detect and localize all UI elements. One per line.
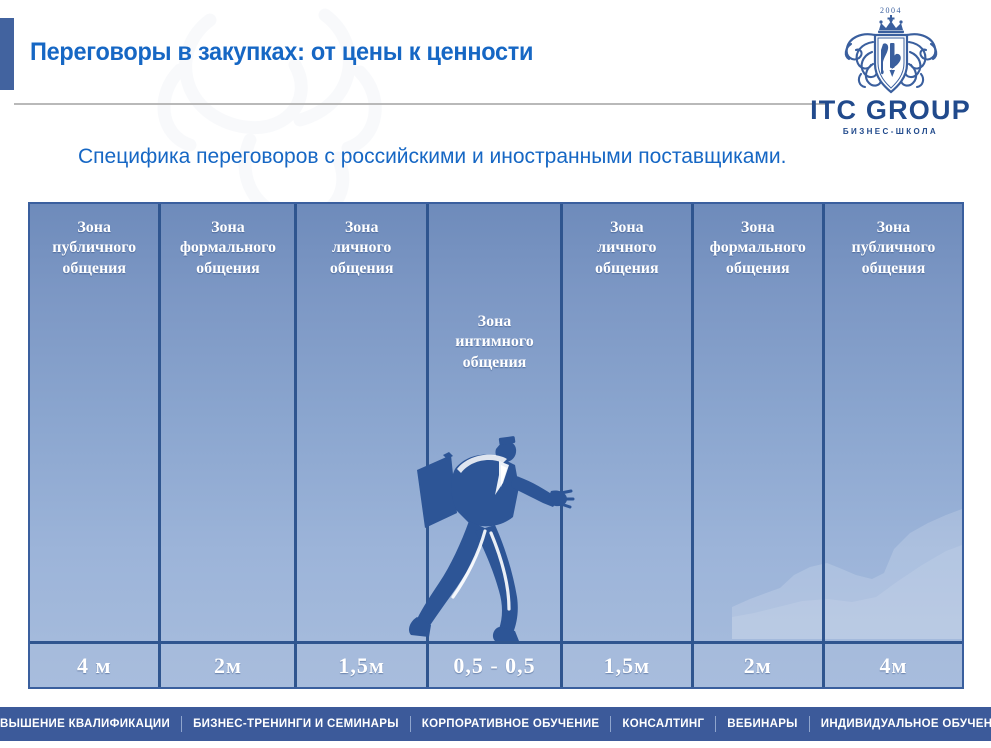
distance-cell: 1,5м xyxy=(297,644,429,687)
zone-label-line2: личного xyxy=(332,239,392,257)
zone-label-line3: общения xyxy=(861,259,926,277)
zone-column-personal-left[interactable]: Зона личного общения xyxy=(297,204,429,645)
zone-label-line1: Зона xyxy=(211,219,245,236)
communication-zones-diagram: Зона публичного общения Зона формального… xyxy=(28,202,964,689)
logo-subtitle: БИЗНЕС-ШКОЛА xyxy=(842,127,939,136)
zone-label-line2: публичного xyxy=(851,239,936,257)
footer-nav: ПОВЫШЕНИЕ КВАЛИФИКАЦИИ БИЗНЕС-ТРЕНИНГИ И… xyxy=(0,707,991,741)
zone-label-line1: Зона xyxy=(876,219,911,236)
header-divider-rule xyxy=(14,103,826,105)
distance-cell: 0,5 - 0,5 xyxy=(429,644,564,687)
footer-bottom-strip xyxy=(0,741,991,748)
slide-subtitle: Специфика переговоров с российскими и ин… xyxy=(78,145,787,168)
zone-label-line1: Зона xyxy=(609,219,644,236)
zone-label: Зона формального общения xyxy=(161,218,294,279)
distance-cell: 4 м xyxy=(30,644,162,687)
zone-label: Зона публичного общения xyxy=(825,218,962,279)
zone-label-line2: интимного xyxy=(455,333,534,351)
zone-label: Зона личного общения xyxy=(563,218,690,279)
zone-label-line1: Зона xyxy=(344,219,379,236)
heraldic-shield-crest-icon: 2004 xyxy=(844,6,937,94)
distance-cell: 2м xyxy=(161,644,298,687)
zone-label-line2: формального xyxy=(179,239,277,257)
logo-wordmark: ITC GROUP xyxy=(810,95,971,125)
footer-item-consulting[interactable]: КОНСАЛТИНГ xyxy=(611,716,717,732)
zone-label-line2: публичного xyxy=(52,239,137,257)
zone-label: Зона формального общения xyxy=(694,218,822,279)
distance-cell: 1,5м xyxy=(563,644,694,687)
zone-column-formal-right[interactable]: Зона формального общения xyxy=(694,204,825,645)
zone-column-personal-right[interactable]: Зона личного общения xyxy=(563,204,694,645)
zone-label-line2: личного xyxy=(597,239,657,257)
title-accent-bar xyxy=(0,18,14,90)
distance-row: 4 м 2м 1,5м 0,5 - 0,5 1,5м 2м 4м xyxy=(30,641,962,687)
footer-item-webinars[interactable]: ВЕБИНАРЫ xyxy=(716,716,810,732)
footer-item-professional-development[interactable]: ПОВЫШЕНИЕ КВАЛИФИКАЦИИ xyxy=(0,716,183,732)
svg-text:2004: 2004 xyxy=(880,6,902,15)
zone-column-public-right[interactable]: Зона публичного общения xyxy=(825,204,962,645)
zone-label-line1: Зона xyxy=(477,313,512,330)
zone-label-line1: Зона xyxy=(740,219,775,236)
zone-column-formal-left[interactable]: Зона формального общения xyxy=(161,204,298,645)
zone-label: Зона личного общения xyxy=(297,218,425,279)
distance-cell: 2м xyxy=(694,644,825,687)
zone-column-intimate-center[interactable]: Зона интимного общения xyxy=(429,204,564,645)
zone-label: Зона интимного общения xyxy=(429,312,560,373)
page-title: Переговоры в закупках: от цены к ценност… xyxy=(30,38,534,66)
zone-column-public-left[interactable]: Зона публичного общения xyxy=(30,204,162,645)
footer-item-individual-training[interactable]: ИНДИВИДУАЛЬНОЕ ОБУЧЕНИЕ xyxy=(820,718,991,730)
zone-label-line3: общения xyxy=(462,353,527,371)
itc-group-logo[interactable]: 2004 xyxy=(808,4,973,136)
zone-label-line2: формального xyxy=(709,239,806,257)
slide-header: Переговоры в закупках: от цены к ценност… xyxy=(0,0,991,140)
zone-label-line3: общения xyxy=(594,259,659,277)
distance-cell: 4м xyxy=(879,652,908,678)
zone-label-line1: Зона xyxy=(77,219,112,236)
footer-item-corporate-training[interactable]: КОРПОРАТИВНОЕ ОБУЧЕНИЕ xyxy=(411,716,612,732)
zone-columns: Зона публичного общения Зона формального… xyxy=(30,204,962,645)
zone-label-line3: общения xyxy=(196,259,260,277)
zone-label-line3: общения xyxy=(62,259,127,277)
zone-label: Зона публичного общения xyxy=(30,218,158,279)
footer-item-business-trainings[interactable]: БИЗНЕС-ТРЕНИНГИ И СЕМИНАРЫ xyxy=(182,716,411,732)
zone-label-line3: общения xyxy=(329,259,394,277)
zone-label-line3: общения xyxy=(725,259,790,277)
